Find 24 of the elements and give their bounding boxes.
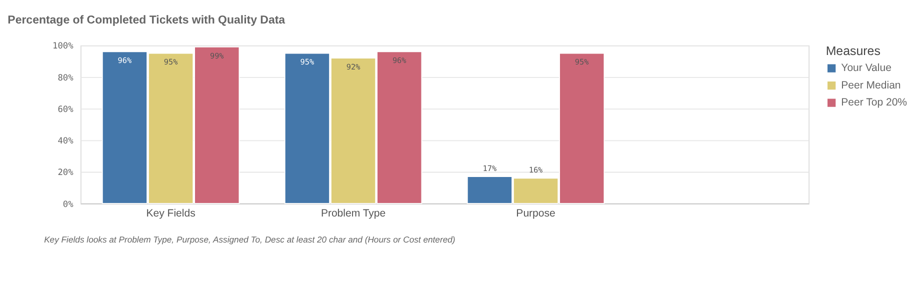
y-tick-label: 0% xyxy=(62,200,74,210)
chart-title: Percentage of Completed Tickets with Quality Data xyxy=(8,14,286,26)
legend-label: Peer Top 20% xyxy=(841,96,908,109)
data-label: 17% xyxy=(482,164,497,173)
x-tick-label: Key Fields xyxy=(146,207,196,220)
data-label: 96% xyxy=(392,56,407,66)
y-tick-label: 80% xyxy=(58,73,74,84)
data-label: 92% xyxy=(346,62,361,72)
data-label: 95% xyxy=(574,58,590,67)
legend-label: Peer Median xyxy=(841,79,901,92)
x-tick-label: Problem Type xyxy=(320,207,386,220)
y-tick-label: 20% xyxy=(58,168,74,178)
legend-label: Your Value xyxy=(841,62,892,74)
data-label: 99% xyxy=(210,51,224,60)
data-label: 96% xyxy=(118,56,132,66)
data-label: 16% xyxy=(528,165,544,174)
x-tick-label: Purpose xyxy=(516,207,556,220)
y-tick-label: 60% xyxy=(58,104,74,115)
legend-title: Measures xyxy=(826,44,880,58)
y-tick-label: 100% xyxy=(52,42,74,52)
data-label: 95% xyxy=(300,58,314,67)
y-tick-label: 40% xyxy=(58,136,74,147)
data-label: 95% xyxy=(164,58,178,67)
text: Key Fields looks at Problem Type, Purpose, Assigned To, Desc at least 20 char and (Hours or Cost entered) xyxy=(44,234,456,245)
